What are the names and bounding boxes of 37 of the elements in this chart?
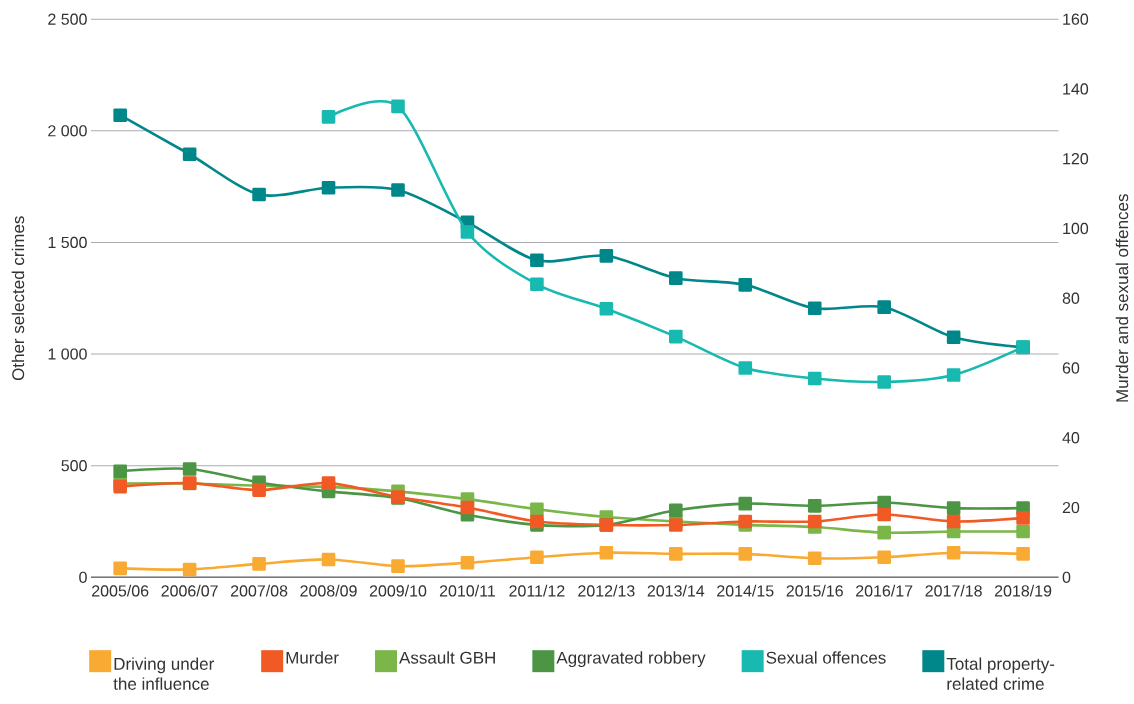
x-tick-label: 2006/07 bbox=[161, 584, 218, 597]
legend-label: Assault GBH bbox=[399, 651, 495, 664]
x-tick-label: 2013/14 bbox=[647, 584, 705, 597]
x-tick-label: 2014/15 bbox=[717, 584, 774, 597]
x-tick-label: 2016/17 bbox=[856, 584, 913, 597]
y2-axis-title: Murder and sexual offences bbox=[1115, 194, 1129, 402]
x-tick-label: 2011/12 bbox=[509, 584, 565, 597]
legend-label: Murder bbox=[286, 651, 339, 664]
y-tick-label: 500 bbox=[61, 460, 87, 472]
y2-tick-label: 140 bbox=[1063, 83, 1089, 95]
x-tick-label: 2007/08 bbox=[230, 584, 288, 597]
legend-label: Aggravated robbery bbox=[556, 651, 706, 668]
y-tick-label: 2 000 bbox=[48, 125, 87, 137]
y-axis-title: Other selected crimes bbox=[11, 216, 25, 381]
legend-label: Driving under the influence bbox=[113, 657, 214, 690]
x-tick-label: 2018/19 bbox=[994, 584, 1052, 597]
x-tick-label: 2015/16 bbox=[786, 584, 843, 597]
y2-tick-label: 20 bbox=[1062, 501, 1080, 514]
y2-tick-label: 120 bbox=[1063, 153, 1089, 165]
x-tick-label: 2012/13 bbox=[578, 584, 635, 597]
y2-tick-label: 0 bbox=[1062, 571, 1071, 583]
x-tick-label: 2008/09 bbox=[300, 584, 357, 597]
y-tick-label: 1 000 bbox=[48, 348, 87, 360]
y2-tick-label: 160 bbox=[1063, 13, 1089, 25]
y-tick-label: 1 500 bbox=[48, 236, 87, 249]
y2-tick-label: 60 bbox=[1062, 362, 1080, 374]
x-tick-label: 2017/18 bbox=[925, 584, 982, 597]
x-tick-label: 2005/06 bbox=[92, 584, 149, 597]
y-tick-label: 0 bbox=[79, 571, 87, 583]
y-tick-label: 2 500 bbox=[48, 13, 87, 25]
y2-tick-label: 100 bbox=[1063, 222, 1089, 235]
legend-label: Sexual offences bbox=[766, 651, 886, 664]
y2-tick-label: 80 bbox=[1062, 292, 1080, 304]
legend-label: Total property-related crime bbox=[946, 657, 1055, 690]
y2-tick-label: 40 bbox=[1062, 432, 1080, 444]
x-tick-label: 2010/11 bbox=[439, 584, 495, 597]
x-tick-label: 2009/10 bbox=[369, 584, 427, 597]
